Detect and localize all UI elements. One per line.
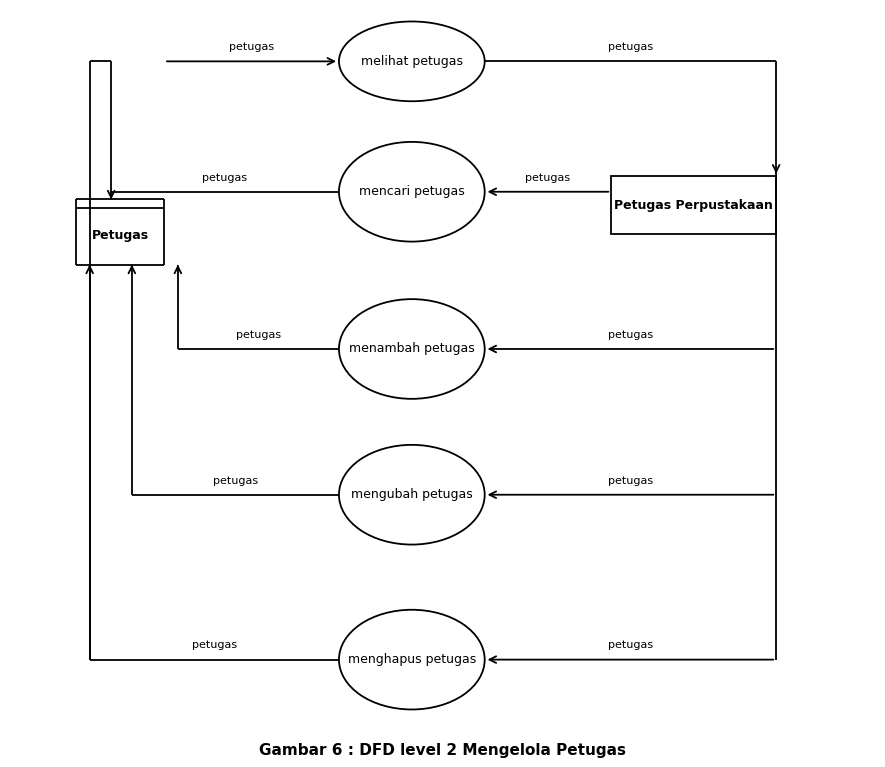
Text: petugas: petugas: [608, 640, 653, 650]
Text: mencari petugas: mencari petugas: [359, 186, 465, 198]
Bar: [612, 176, 776, 234]
Text: mengubah petugas: mengubah petugas: [351, 489, 473, 501]
Text: petugas: petugas: [608, 42, 653, 52]
Text: petugas: petugas: [526, 173, 571, 183]
Text: petugas: petugas: [236, 330, 281, 340]
Text: petugas: petugas: [213, 476, 258, 486]
Text: petugas: petugas: [608, 476, 653, 486]
Text: menghapus petugas: menghapus petugas: [348, 653, 476, 666]
Text: petugas: petugas: [203, 173, 248, 183]
Text: Gambar 6 : DFD level 2 Mengelola Petugas: Gambar 6 : DFD level 2 Mengelola Petugas: [259, 742, 626, 758]
Text: menambah petugas: menambah petugas: [349, 343, 474, 355]
Text: petugas: petugas: [229, 42, 274, 52]
Text: petugas: petugas: [608, 330, 653, 340]
Text: Petugas: Petugas: [91, 229, 149, 242]
Text: melihat petugas: melihat petugas: [361, 55, 463, 67]
Text: petugas: petugas: [192, 640, 237, 650]
Text: Petugas Perpustakaan: Petugas Perpustakaan: [614, 199, 773, 212]
